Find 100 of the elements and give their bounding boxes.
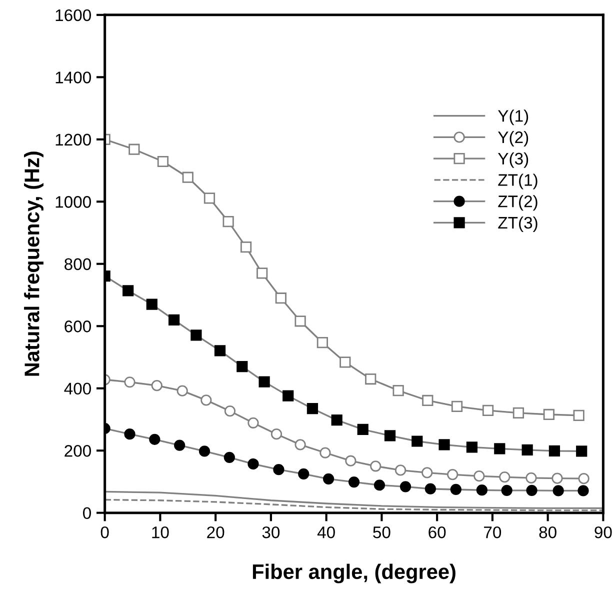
point <box>198 446 210 457</box>
point <box>176 385 188 396</box>
point <box>526 484 538 496</box>
point <box>256 268 268 279</box>
point <box>282 390 294 402</box>
legend-label: ZT(3) <box>498 216 538 232</box>
point <box>298 468 310 480</box>
y-tick-label: 0 <box>83 507 91 520</box>
point <box>438 439 450 450</box>
point <box>204 192 216 204</box>
x-tick-label: 60 <box>428 526 446 538</box>
point <box>466 442 478 453</box>
x-tick-label: 50 <box>373 526 390 538</box>
x-tick-label: 70 <box>484 526 502 538</box>
point <box>422 467 433 478</box>
point <box>275 292 286 304</box>
y-tick-label: 400 <box>64 382 91 395</box>
point <box>294 316 306 327</box>
point <box>370 460 382 472</box>
point <box>270 428 282 440</box>
point <box>294 439 306 450</box>
point <box>248 417 259 428</box>
point <box>400 481 412 492</box>
point <box>384 430 396 442</box>
point <box>157 156 169 168</box>
point <box>214 345 226 356</box>
point <box>476 484 488 496</box>
point <box>320 447 331 458</box>
y-tick-label: 800 <box>64 258 91 270</box>
y-tick-label: 1200 <box>56 134 91 146</box>
point <box>578 485 589 496</box>
x-tick-label: 90 <box>594 526 612 538</box>
legend-label: ZT(1) <box>498 174 538 190</box>
point <box>494 443 506 454</box>
point <box>548 445 560 456</box>
point <box>573 410 584 421</box>
point <box>273 464 284 476</box>
legend-label: Y(1) <box>498 110 528 126</box>
point <box>447 468 458 480</box>
point <box>200 394 212 406</box>
point <box>578 473 590 484</box>
point <box>224 452 235 463</box>
point <box>374 480 386 491</box>
x-tick-label: 40 <box>317 526 335 538</box>
x-tick-label: 30 <box>262 526 280 538</box>
point <box>190 330 202 341</box>
point <box>552 485 564 496</box>
point <box>248 458 259 470</box>
y-tick-label: 1000 <box>56 196 91 208</box>
point <box>412 436 423 447</box>
point <box>576 446 588 457</box>
legend-label: Y(2) <box>498 130 528 146</box>
x-tick-label: 20 <box>207 526 224 538</box>
y-axis-title: Natural frequency, (Hz) <box>24 152 44 376</box>
point <box>174 440 186 451</box>
y-tick-label: 200 <box>64 444 91 457</box>
point <box>128 144 140 155</box>
point <box>182 172 194 183</box>
point <box>306 403 318 414</box>
point <box>552 472 563 484</box>
point <box>474 470 485 482</box>
point <box>392 384 404 396</box>
point <box>512 407 524 418</box>
point <box>146 298 158 310</box>
point <box>331 414 342 426</box>
point <box>422 394 434 406</box>
point <box>240 242 252 253</box>
x-tick-label: 10 <box>152 526 169 538</box>
point <box>322 473 334 484</box>
point <box>394 464 406 476</box>
point <box>499 471 510 483</box>
point <box>345 455 356 466</box>
point <box>168 314 180 326</box>
point <box>236 361 248 372</box>
x-tick-label: 80 <box>539 526 556 538</box>
point <box>526 472 537 484</box>
legend-label: ZT(2) <box>498 195 538 211</box>
point <box>522 444 533 456</box>
point <box>122 285 134 296</box>
point <box>149 434 160 445</box>
point <box>124 376 136 388</box>
y-tick-label: 600 <box>64 320 91 332</box>
point <box>451 400 463 412</box>
point <box>222 216 234 228</box>
point <box>543 408 554 420</box>
point <box>450 484 462 496</box>
point <box>340 356 351 368</box>
point <box>124 428 136 440</box>
legend-label: Y(3) <box>498 152 528 168</box>
point <box>258 376 270 388</box>
point <box>357 424 368 435</box>
y-tick-label: 1400 <box>56 72 91 84</box>
point <box>224 406 236 417</box>
point <box>365 373 376 385</box>
x-axis-title: Fiber angle, (degree) <box>252 564 456 584</box>
point <box>424 483 436 494</box>
point <box>482 404 494 416</box>
point <box>348 476 360 488</box>
point <box>501 484 512 496</box>
y-tick-label: 1600 <box>56 9 91 22</box>
